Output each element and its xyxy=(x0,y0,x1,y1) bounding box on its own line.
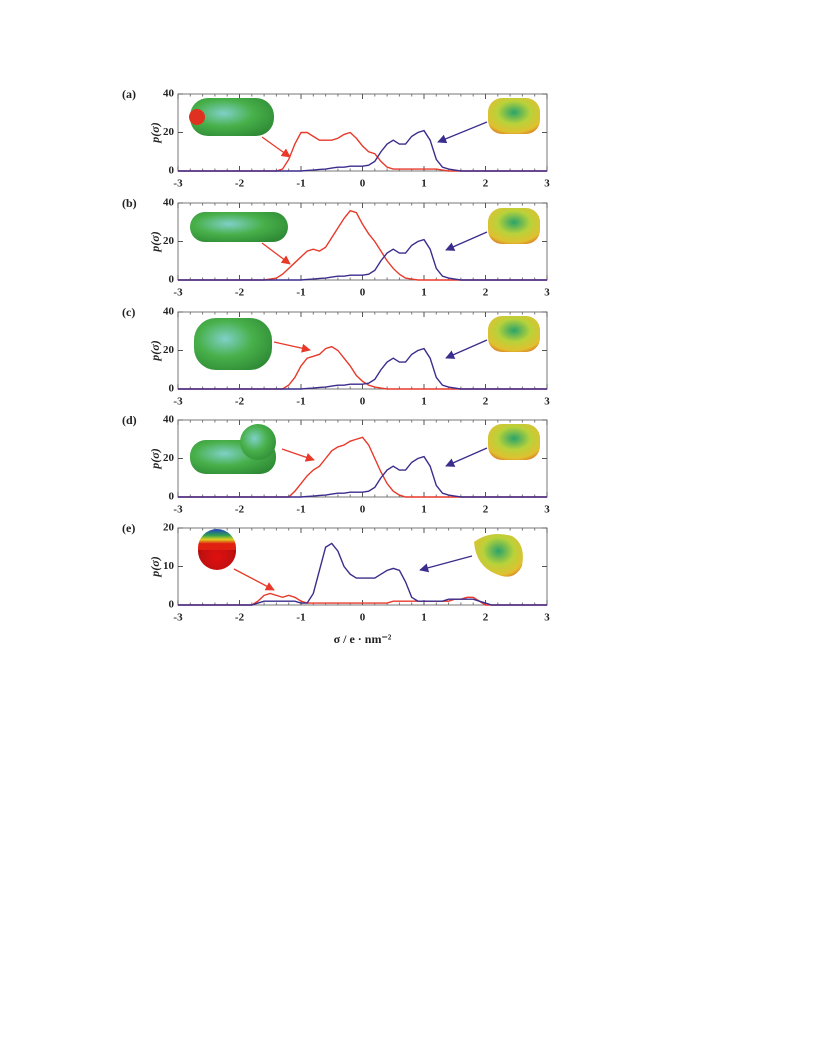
y-tick-label: 20 xyxy=(163,452,175,464)
arrow xyxy=(437,121,488,144)
x-tick-label: -3 xyxy=(173,178,183,190)
arrow xyxy=(281,448,315,462)
arrow xyxy=(445,447,488,467)
y-tick-label: 20 xyxy=(163,235,175,247)
y-tick-label: 20 xyxy=(163,522,175,534)
x-tick-label: 0 xyxy=(360,612,366,624)
y-axis-label: p(σ) xyxy=(148,448,162,469)
molecule-left xyxy=(198,529,236,550)
x-tick-label: 2 xyxy=(483,396,489,408)
x-axis-label: σ / e · nm⁻² xyxy=(334,632,392,646)
arrow xyxy=(261,242,291,265)
x-tick-label: 0 xyxy=(360,287,366,299)
molecule-right xyxy=(488,424,540,460)
x-tick-label: 2 xyxy=(483,287,489,299)
molecule-right xyxy=(488,316,540,352)
x-tick-label: 1 xyxy=(421,612,427,624)
x-tick-label: -3 xyxy=(173,396,183,408)
x-tick-label: -1 xyxy=(296,396,305,408)
x-tick-label: -1 xyxy=(296,612,305,624)
x-tick-label: 1 xyxy=(421,504,427,516)
data-line xyxy=(178,455,547,498)
molecule-left xyxy=(190,212,288,242)
y-tick-label: 40 xyxy=(163,88,175,100)
x-tick-label: 3 xyxy=(544,612,550,624)
data-line xyxy=(178,238,547,281)
arrow xyxy=(261,136,291,158)
molecule-right xyxy=(474,534,523,577)
arrow xyxy=(445,339,488,359)
y-tick-label: 10 xyxy=(163,560,175,572)
x-tick-label: 2 xyxy=(483,612,489,624)
x-tick-label: 0 xyxy=(360,178,366,190)
x-tick-label: 3 xyxy=(544,178,550,190)
x-tick-label: 0 xyxy=(360,396,366,408)
y-tick-label: 40 xyxy=(163,414,175,426)
panel-label: (c) xyxy=(122,305,135,319)
x-tick-label: -2 xyxy=(235,287,245,299)
x-tick-label: 3 xyxy=(544,287,550,299)
x-tick-label: -2 xyxy=(235,612,245,624)
molecule-left xyxy=(194,318,272,370)
panel-label: (a) xyxy=(122,87,136,101)
x-tick-label: -1 xyxy=(296,287,305,299)
y-axis-label: p(σ) xyxy=(148,231,162,252)
x-tick-label: -3 xyxy=(173,612,183,624)
x-tick-label: 1 xyxy=(421,178,427,190)
y-axis-label: p(σ) xyxy=(148,340,162,361)
data-line xyxy=(178,542,547,606)
panel-label: (b) xyxy=(122,196,137,210)
x-tick-label: 0 xyxy=(360,504,366,516)
x-tick-label: 2 xyxy=(483,504,489,516)
molecule-images xyxy=(189,98,540,591)
x-tick-label: -3 xyxy=(173,287,183,299)
panel: -3 -2 -1 0 1 2 3 0 20 40 (a) p(σ) xyxy=(122,87,550,190)
x-tick-label: -2 xyxy=(235,396,245,408)
molecule-left xyxy=(240,424,276,460)
molecule-right xyxy=(488,98,540,134)
y-tick-label: 0 xyxy=(169,599,175,611)
x-tick-label: 1 xyxy=(421,396,427,408)
x-tick-label: -1 xyxy=(296,178,305,190)
y-tick-label: 0 xyxy=(169,383,175,395)
x-tick-label: 3 xyxy=(544,396,550,408)
panel: -3 -2 -1 0 1 2 3 0 20 40 (c) p(σ) xyxy=(122,305,550,408)
arrow xyxy=(233,568,275,591)
y-tick-label: 20 xyxy=(163,126,175,138)
molecule-hotspot xyxy=(189,109,205,125)
panel-label: (d) xyxy=(122,413,137,427)
x-tick-label: -2 xyxy=(235,504,245,516)
y-tick-label: 40 xyxy=(163,197,175,209)
panel-label: (e) xyxy=(122,521,135,535)
arrow xyxy=(419,555,473,573)
y-tick-label: 0 xyxy=(169,165,175,177)
data-line xyxy=(178,129,547,172)
y-tick-label: 0 xyxy=(169,274,175,286)
panel: -3 -2 -1 0 1 2 3 0 20 40 (d) p(σ) xyxy=(122,413,550,516)
y-tick-label: 20 xyxy=(163,344,175,356)
x-tick-label: -2 xyxy=(235,178,245,190)
molecule-left xyxy=(190,98,274,136)
x-tick-label: 3 xyxy=(544,504,550,516)
x-tick-label: 2 xyxy=(483,178,489,190)
data-line xyxy=(178,347,547,390)
y-tick-label: 0 xyxy=(169,491,175,503)
molecule-right xyxy=(488,208,540,244)
y-axis-label: p(σ) xyxy=(148,122,162,143)
x-tick-label: -3 xyxy=(173,504,183,516)
y-axis-label: p(σ) xyxy=(148,556,162,577)
x-tick-label: 1 xyxy=(421,287,427,299)
panel: -3 -2 -1 0 1 2 3 0 20 40 (b) p(σ) xyxy=(122,196,550,299)
arrow xyxy=(445,231,488,251)
arrow xyxy=(273,341,311,353)
x-tick-label: -1 xyxy=(296,504,305,516)
y-tick-label: 40 xyxy=(163,306,175,318)
